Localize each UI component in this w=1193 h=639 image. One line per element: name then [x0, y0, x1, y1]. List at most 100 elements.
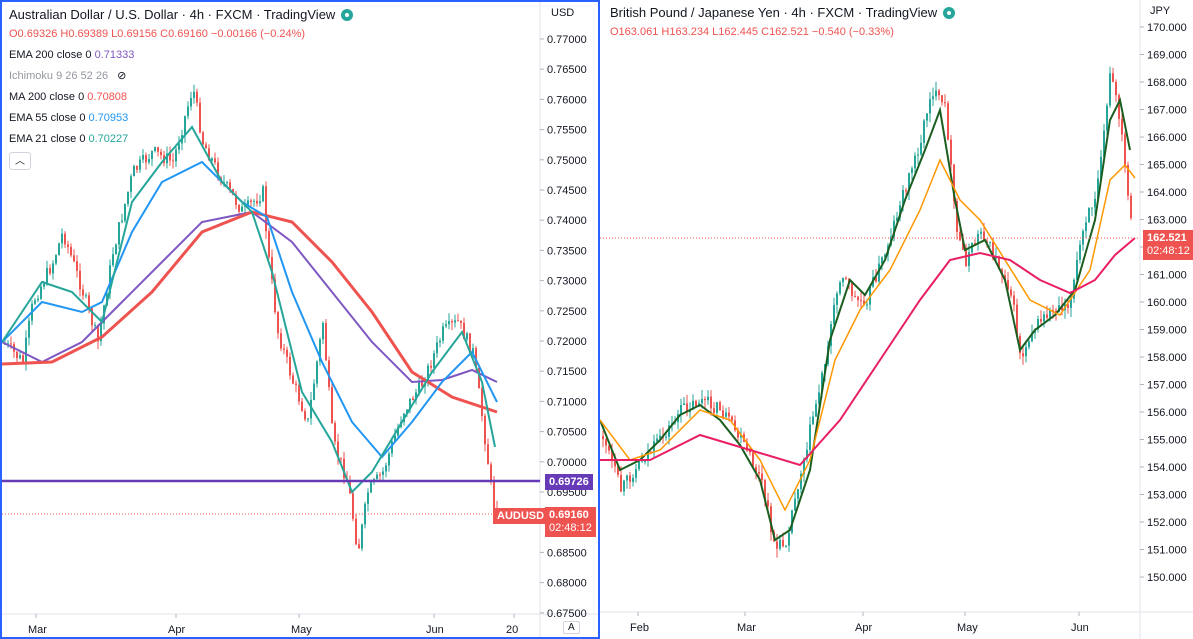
- candle-body: [55, 255, 57, 264]
- candle-body: [866, 304, 868, 306]
- candle-body: [764, 480, 766, 501]
- candle-body: [298, 384, 300, 402]
- candle-body: [19, 355, 21, 359]
- candle-body: [605, 439, 607, 446]
- candle-body: [1094, 198, 1096, 208]
- currency-label[interactable]: JPY: [1146, 4, 1175, 18]
- candle-body: [845, 277, 847, 279]
- candle-body: [343, 458, 345, 479]
- gbpjpy-chart-canvas[interactable]: 170.000 169.000 168.000 167.000 166.000 165.0…: [600, 0, 1193, 639]
- candle-body: [950, 139, 952, 165]
- candle-body: [247, 200, 249, 205]
- candle-body: [761, 473, 763, 481]
- candle-body: [746, 441, 748, 451]
- candle-body: [472, 348, 474, 353]
- candle-body: [695, 400, 697, 407]
- auto-scale-button[interactable]: A: [563, 621, 580, 634]
- price-tick-label: 165.000: [1147, 160, 1187, 172]
- currency-label[interactable]: USD: [547, 6, 579, 20]
- candle-body: [484, 415, 486, 445]
- candle-body: [340, 457, 342, 459]
- candle-body: [896, 217, 898, 221]
- indicator-ichimoku[interactable]: Ichimoku 9 26 52 26 ⊘: [9, 70, 127, 82]
- candle-body: [322, 322, 324, 340]
- price-tick-label: 0.73500: [547, 245, 587, 257]
- eye-hidden-icon[interactable]: ⊘: [117, 70, 127, 82]
- candle-body: [277, 312, 279, 334]
- candle-body: [1025, 347, 1027, 357]
- price-tick-label: 0.72500: [547, 306, 587, 318]
- candle-body: [1040, 318, 1042, 322]
- indicator-ema200[interactable]: EMA 200 close 0 0.71333: [9, 49, 135, 61]
- candle-body: [433, 353, 435, 368]
- candle-body: [256, 200, 258, 204]
- price-tick-label: 0.70000: [547, 457, 587, 469]
- candle-body: [629, 475, 631, 482]
- candle-body: [352, 493, 354, 519]
- candle-body: [998, 256, 1000, 270]
- audusd-chart-pane[interactable]: 0.77000 0.76500 0.76000 0.75500 0.75000 0.745…: [0, 0, 600, 639]
- gbpjpy-chart-pane[interactable]: 170.000 169.000 168.000 167.000 166.000 165.0…: [600, 0, 1193, 639]
- price-tick-label: 154.000: [1147, 462, 1187, 474]
- candle-body: [704, 398, 706, 401]
- candle-body: [253, 200, 255, 202]
- candle-body: [265, 186, 267, 232]
- candle-body: [442, 326, 444, 341]
- candle-body: [211, 158, 213, 161]
- candle-body: [1049, 309, 1051, 318]
- candle-body: [97, 325, 99, 342]
- market-open-icon: [943, 7, 956, 19]
- price-tick-label: 0.71500: [547, 366, 587, 378]
- candle-body: [454, 320, 456, 323]
- candle-body: [82, 289, 84, 296]
- candle-body: [1031, 332, 1033, 342]
- time-tick-label: Apr: [855, 622, 872, 634]
- candle-body: [1106, 105, 1108, 131]
- candle-body: [968, 252, 970, 267]
- candle-body: [133, 165, 135, 177]
- price-tick-label: 166.000: [1147, 132, 1187, 144]
- candle-body: [944, 102, 946, 104]
- audusd-chart-canvas[interactable]: 0.77000 0.76500 0.76000 0.75500 0.75000 0.745…: [2, 2, 598, 637]
- ema55-line: [2, 160, 498, 459]
- candle-body: [917, 154, 919, 156]
- candle-body: [725, 412, 727, 417]
- chevron-up-icon[interactable]: ︿: [9, 152, 31, 170]
- candle-body: [683, 403, 685, 406]
- candle-body: [800, 473, 802, 490]
- candle-body: [241, 206, 243, 212]
- indicator-ma200[interactable]: MA 200 close 0 0.70808: [9, 91, 128, 103]
- symbol-title[interactable]: Australian Dollar / U.S. Dollar · 4h · F…: [9, 7, 336, 22]
- candle-body: [1028, 341, 1030, 348]
- candle-body: [160, 151, 162, 156]
- gbpjpy-legend: British Pound / Japanese Yen · 4h · FXCM…: [610, 5, 956, 39]
- candle-body: [205, 144, 207, 149]
- candle-body: [650, 451, 652, 453]
- candle-body: [713, 408, 715, 413]
- candle-body: [229, 182, 231, 190]
- candle-body: [947, 103, 949, 140]
- candle-body: [238, 204, 240, 212]
- candle-body: [457, 320, 459, 322]
- candle-body: [91, 308, 93, 326]
- hline-price-tag: 0.69726: [545, 474, 593, 490]
- candle-body: [451, 321, 453, 323]
- price-tick-label: 0.74000: [547, 215, 587, 227]
- candle-body: [394, 435, 396, 442]
- indicator-ema55[interactable]: EMA 55 close 0 0.70953: [9, 112, 129, 124]
- candle-body: [40, 286, 42, 299]
- candle-body: [680, 405, 682, 415]
- candle-body: [821, 372, 823, 393]
- price-tick-label: 152.000: [1147, 517, 1187, 529]
- candle-body: [397, 426, 399, 436]
- candle-body: [463, 322, 465, 340]
- price-tick-label: 155.000: [1147, 435, 1187, 447]
- candle-body: [226, 182, 228, 184]
- price-tick-label: 0.68000: [547, 578, 587, 590]
- candle-body: [208, 148, 210, 161]
- candle-body: [977, 233, 979, 245]
- indicator-ema21[interactable]: EMA 21 close 0 0.70227: [9, 133, 129, 145]
- time-tick-label: Jun: [426, 624, 444, 636]
- candle-body: [61, 233, 63, 244]
- symbol-title[interactable]: British Pound / Japanese Yen · 4h · FXCM…: [610, 5, 938, 20]
